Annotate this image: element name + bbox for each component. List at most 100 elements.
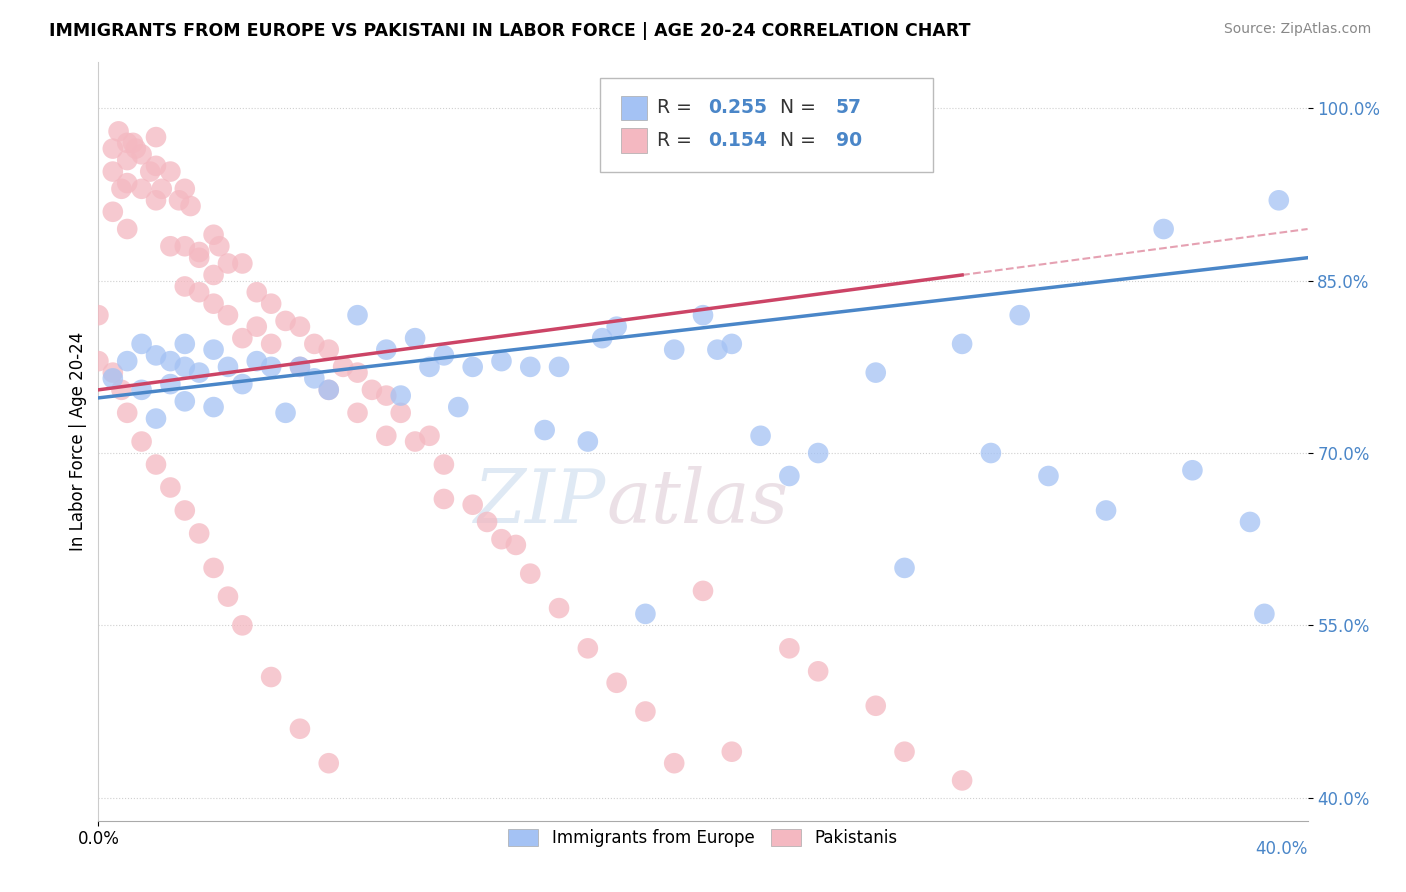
- Point: [664, 756, 686, 771]
- Point: [150, 182, 173, 196]
- Point: [87, 354, 110, 368]
- Point: [188, 285, 211, 300]
- Point: [231, 618, 253, 632]
- Point: [145, 411, 167, 425]
- Point: [188, 366, 211, 380]
- Point: [159, 377, 181, 392]
- Point: [110, 182, 132, 196]
- Text: IMMIGRANTS FROM EUROPE VS PAKISTANI IN LABOR FORCE | AGE 20-24 CORRELATION CHART: IMMIGRANTS FROM EUROPE VS PAKISTANI IN L…: [49, 22, 970, 40]
- Point: [491, 354, 513, 368]
- Point: [159, 164, 181, 178]
- Point: [131, 147, 153, 161]
- Point: [131, 434, 153, 449]
- Text: R =: R =: [657, 98, 697, 118]
- Point: [418, 359, 440, 374]
- Point: [807, 446, 830, 460]
- Point: [778, 641, 800, 656]
- Point: [115, 354, 138, 368]
- Point: [893, 561, 915, 575]
- Point: [167, 194, 190, 208]
- Point: [778, 469, 800, 483]
- Point: [1239, 515, 1261, 529]
- Point: [159, 481, 181, 495]
- Point: [505, 538, 527, 552]
- Point: [288, 722, 311, 736]
- Point: [404, 331, 426, 345]
- Point: [246, 319, 269, 334]
- Point: [475, 515, 498, 529]
- Point: [519, 566, 541, 581]
- Point: [634, 705, 657, 719]
- Text: 0.154: 0.154: [707, 131, 766, 150]
- Point: [1253, 607, 1275, 621]
- Point: [548, 359, 571, 374]
- Point: [404, 434, 426, 449]
- Point: [173, 337, 195, 351]
- Point: [145, 194, 167, 208]
- Point: [145, 348, 167, 362]
- Point: [202, 296, 225, 310]
- Point: [332, 359, 354, 374]
- Point: [131, 182, 153, 196]
- Point: [375, 429, 398, 443]
- Point: [1268, 194, 1291, 208]
- Point: [107, 124, 129, 138]
- Point: [101, 366, 124, 380]
- Point: [202, 227, 225, 242]
- Point: [180, 199, 202, 213]
- Point: [87, 308, 110, 322]
- Point: [1181, 463, 1204, 477]
- Point: [720, 745, 742, 759]
- Point: [173, 239, 195, 253]
- Bar: [621, 128, 647, 153]
- FancyBboxPatch shape: [600, 78, 932, 172]
- Legend: Immigrants from Europe, Pakistanis: Immigrants from Europe, Pakistanis: [502, 822, 904, 854]
- Point: [1008, 308, 1031, 322]
- Point: [202, 343, 225, 357]
- Text: atlas: atlas: [606, 466, 789, 539]
- Point: [606, 319, 628, 334]
- Point: [202, 400, 225, 414]
- Point: [288, 319, 311, 334]
- Point: [318, 756, 340, 771]
- Point: [418, 429, 440, 443]
- Point: [188, 245, 211, 260]
- Point: [346, 366, 368, 380]
- Point: [145, 130, 167, 145]
- Point: [491, 532, 513, 546]
- Text: N =: N =: [768, 98, 823, 118]
- Point: [548, 601, 571, 615]
- Point: [115, 406, 138, 420]
- Point: [318, 383, 340, 397]
- Point: [361, 383, 384, 397]
- Point: [231, 331, 253, 345]
- Point: [318, 343, 340, 357]
- Point: [188, 251, 211, 265]
- Point: [101, 371, 124, 385]
- Point: [634, 607, 657, 621]
- Point: [950, 773, 973, 788]
- Point: [706, 343, 728, 357]
- Point: [807, 665, 830, 679]
- Point: [110, 383, 132, 397]
- Text: 40.0%: 40.0%: [1256, 839, 1308, 857]
- Point: [173, 279, 195, 293]
- Point: [980, 446, 1002, 460]
- Point: [865, 698, 887, 713]
- Point: [519, 359, 541, 374]
- Point: [231, 256, 253, 270]
- Point: [246, 354, 269, 368]
- Point: [893, 745, 915, 759]
- Point: [115, 136, 138, 150]
- Point: [591, 331, 613, 345]
- Point: [145, 458, 167, 472]
- Text: Source: ZipAtlas.com: Source: ZipAtlas.com: [1223, 22, 1371, 37]
- Point: [125, 142, 148, 156]
- Text: R =: R =: [657, 131, 697, 150]
- Point: [115, 222, 138, 236]
- Point: [1038, 469, 1060, 483]
- Point: [260, 359, 283, 374]
- Point: [173, 503, 195, 517]
- Point: [433, 348, 456, 362]
- Point: [318, 383, 340, 397]
